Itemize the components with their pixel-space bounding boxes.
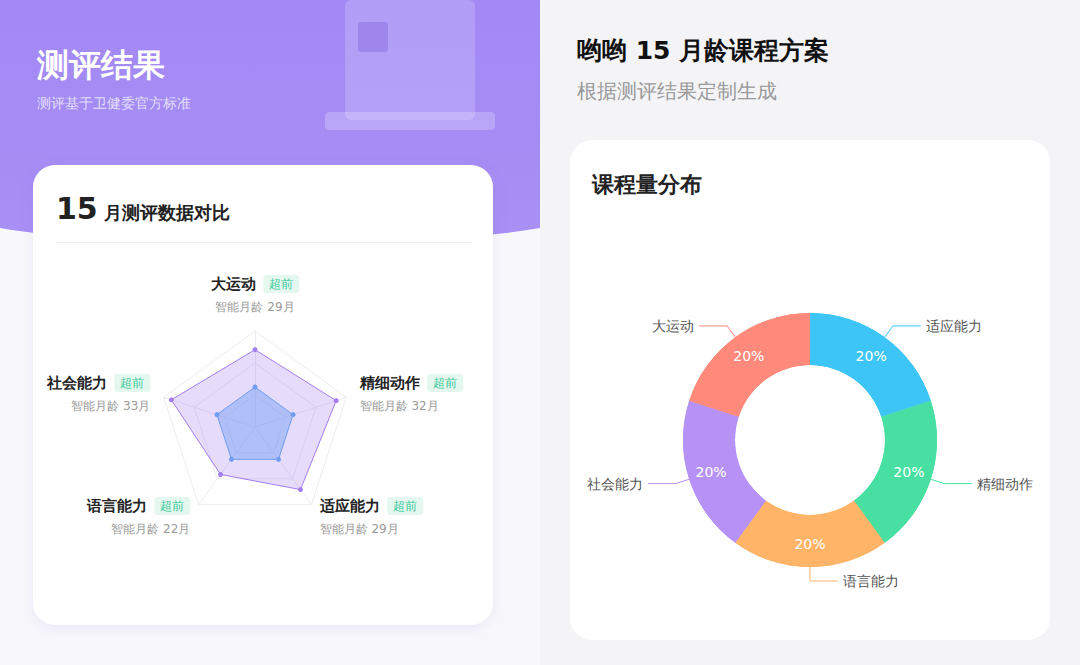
svg-text:超前: 超前 [120, 376, 144, 390]
svg-text:20%: 20% [696, 464, 727, 480]
svg-text:超前: 超前 [433, 376, 457, 390]
svg-text:适应能力: 适应能力 [319, 497, 380, 515]
svg-text:20%: 20% [893, 464, 924, 480]
svg-text:智能月龄 29月: 智能月龄 29月 [320, 522, 399, 536]
svg-text:语言能力: 语言能力 [86, 497, 147, 515]
svg-text:精细动作: 精细动作 [977, 476, 1033, 492]
html-text:课程量分布: 课程量分布 [592, 172, 702, 197]
svg-text:精细动作: 精细动作 [359, 374, 420, 392]
svg-text:20%: 20% [856, 348, 887, 364]
html-text:哟哟 15 月龄课程方案: 哟哟 15 月龄课程方案 [577, 36, 830, 65]
svg-text:超前: 超前 [269, 277, 293, 291]
svg-text:智能月龄 29月: 智能月龄 29月 [215, 300, 294, 314]
svg-text:智能月龄 33月: 智能月龄 33月 [71, 399, 150, 413]
svg-text:适应能力: 适应能力 [926, 318, 982, 334]
svg-text:社会能力: 社会能力 [587, 476, 643, 492]
svg-text:社会能力: 社会能力 [46, 374, 107, 392]
svg-text:超前: 超前 [160, 499, 184, 513]
html-text:测评基于卫健委官方标准: 测评基于卫健委官方标准 [37, 95, 191, 111]
svg-text:语言能力: 语言能力 [843, 573, 899, 589]
html-text:测评结果: 测评结果 [37, 46, 165, 84]
html-text:根据测评结果定制生成: 根据测评结果定制生成 [577, 79, 777, 103]
svg-text:大运动: 大运动 [211, 275, 256, 293]
svg-text:超前: 超前 [393, 499, 417, 513]
html-text:15月测评数据对比: 15月测评数据对比 [56, 191, 230, 226]
svg-text:20%: 20% [794, 536, 825, 552]
svg-text:智能月龄 32月: 智能月龄 32月 [360, 399, 439, 413]
svg-text:大运动: 大运动 [652, 318, 694, 334]
svg-text:20%: 20% [733, 348, 764, 364]
svg-text:智能月龄 22月: 智能月龄 22月 [111, 522, 190, 536]
